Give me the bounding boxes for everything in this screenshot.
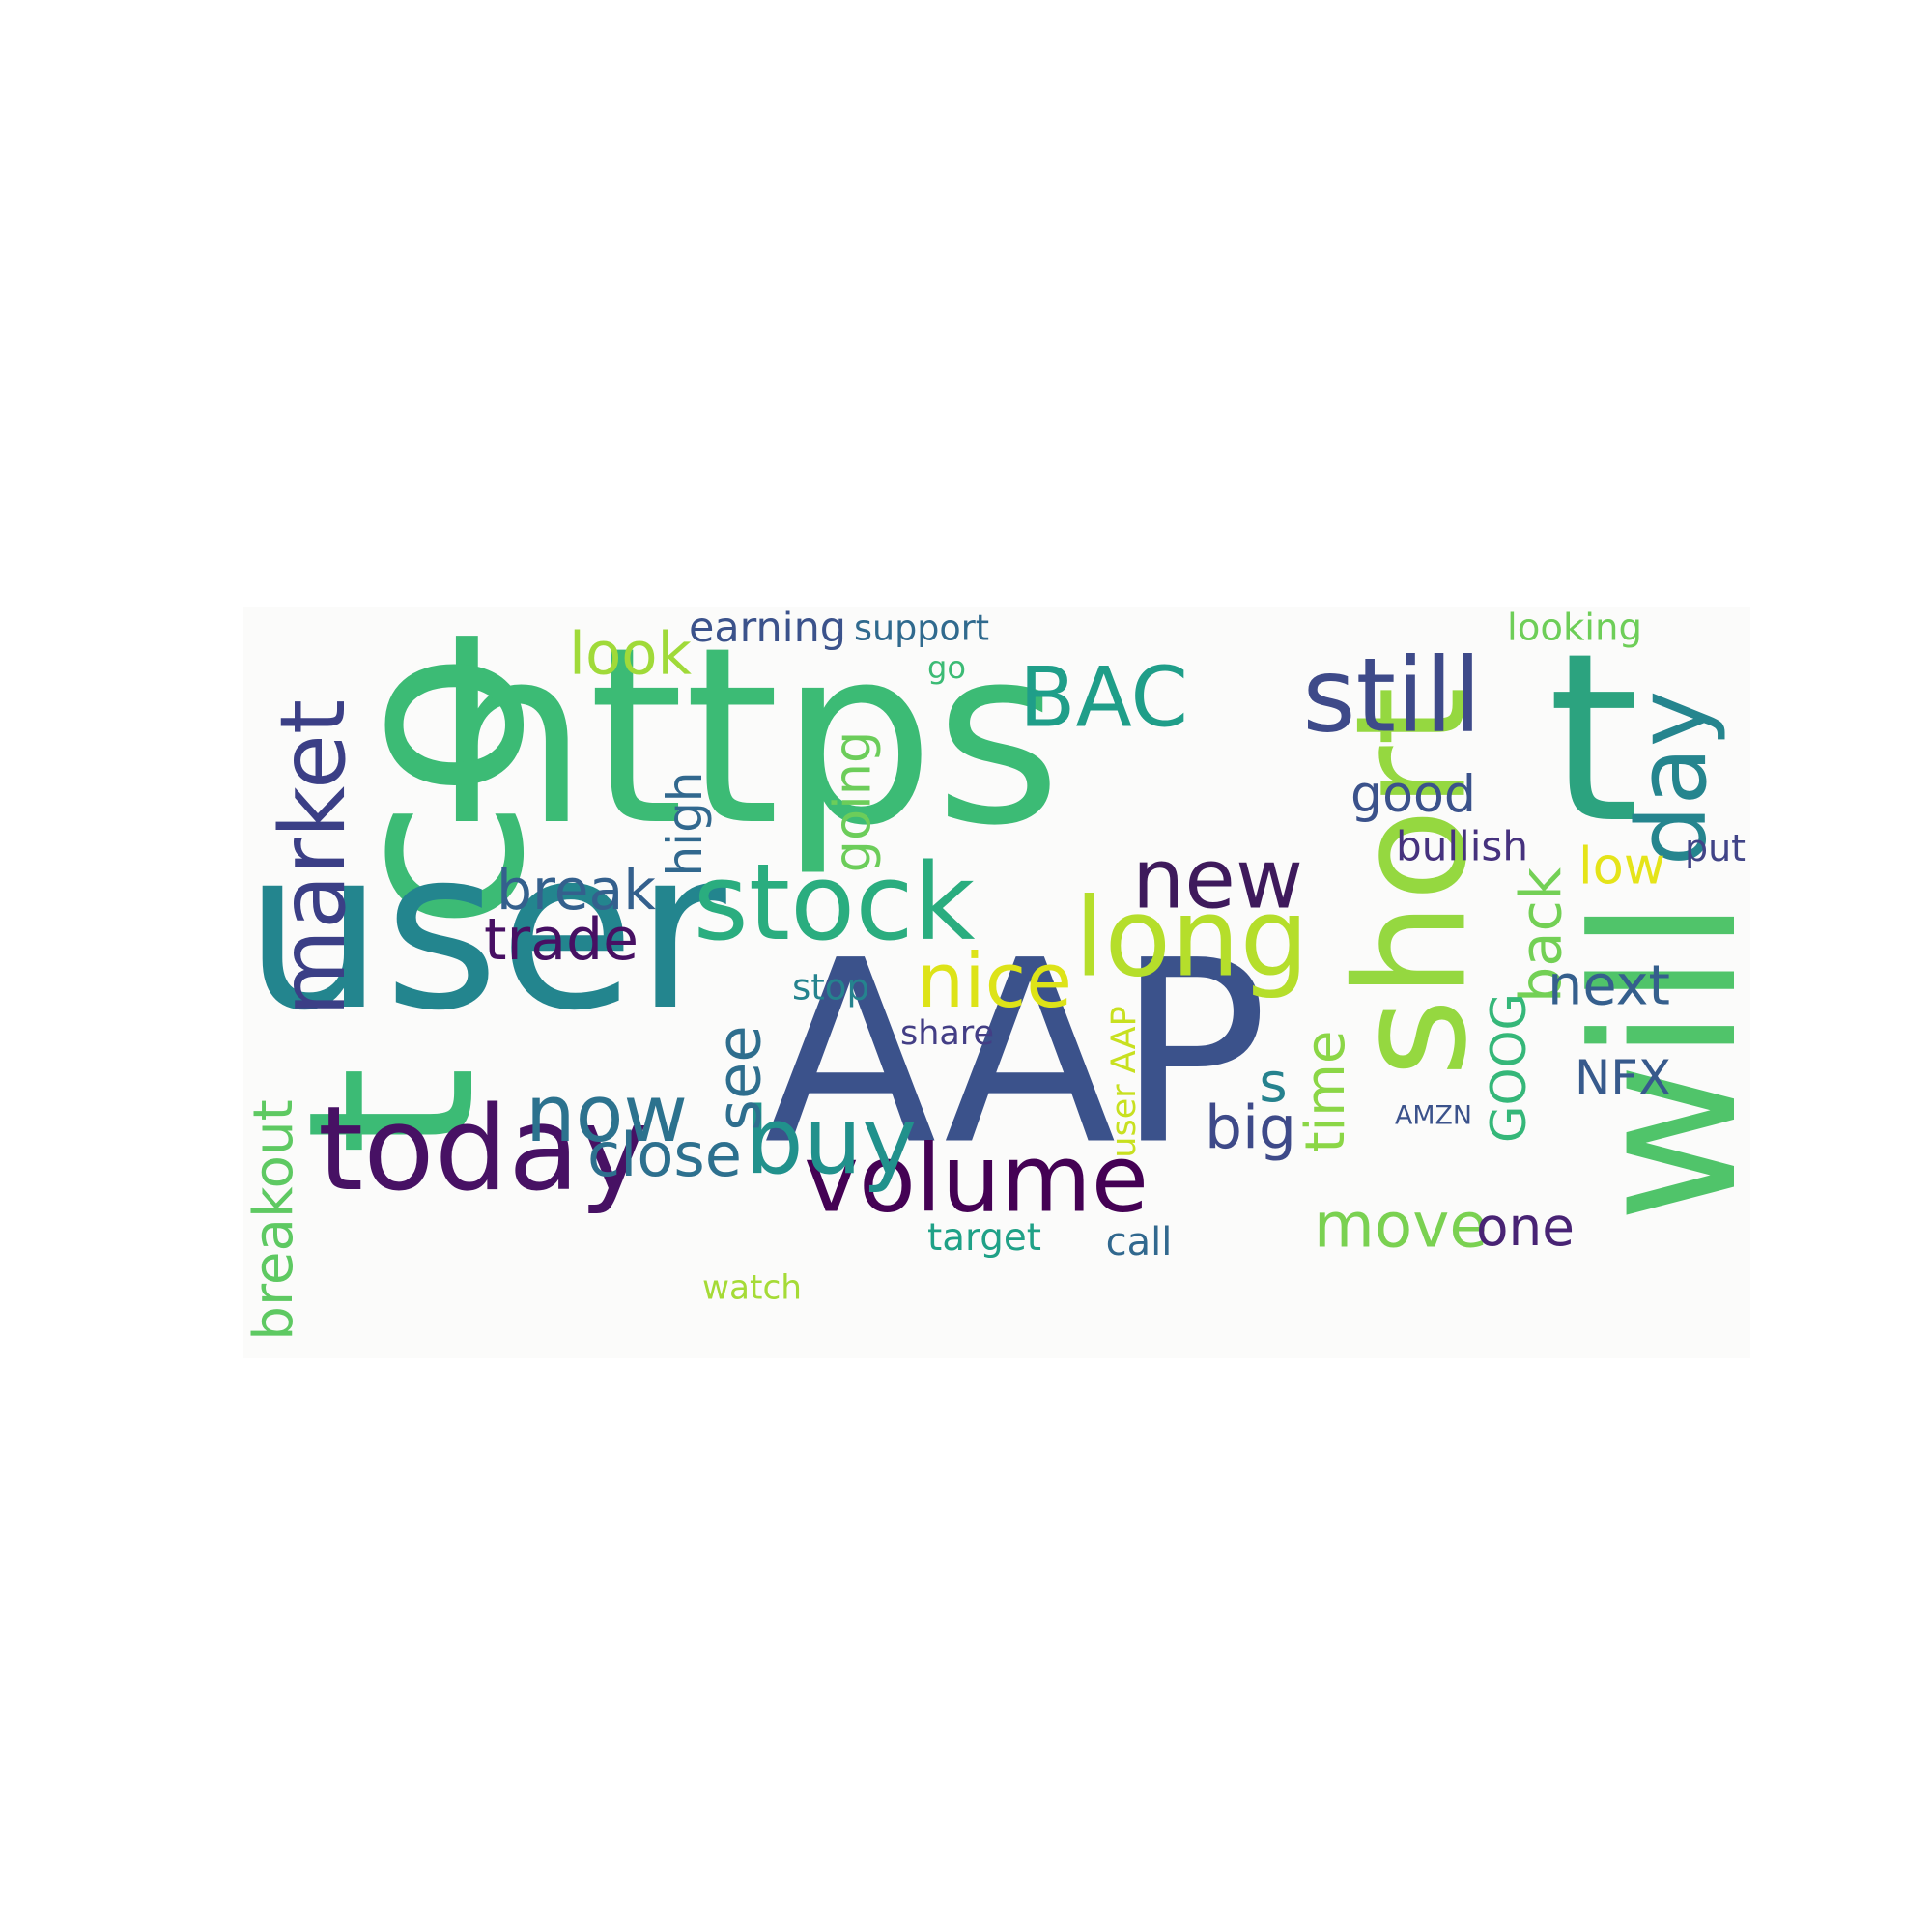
word-buy: buy [745, 1087, 917, 1195]
word-stop: stop [792, 967, 869, 1009]
word-trade: trade [484, 906, 639, 974]
word-put: put [1685, 827, 1746, 869]
word-market: market [261, 699, 365, 1016]
word-next: next [1548, 953, 1670, 1018]
word-bac: BAC [1019, 651, 1188, 747]
word-high: high [657, 771, 713, 876]
word-close: close [587, 1120, 742, 1190]
word-one: one [1476, 1196, 1575, 1258]
word-short: short [1324, 687, 1501, 1078]
word-new: new [1132, 833, 1303, 928]
word-goog: GOOG [1481, 993, 1537, 1143]
word-breakout: breakout [243, 1099, 305, 1340]
word-s: s [1259, 1052, 1287, 1115]
word-stock: stock [694, 840, 976, 964]
word-now: now [526, 1068, 688, 1160]
word-user-aap: user AAP [1105, 1006, 1144, 1157]
word-going: going [824, 731, 883, 873]
word-today: today [318, 1082, 648, 1217]
word-t: t [260, 1065, 526, 1155]
word-still: still [1302, 637, 1482, 756]
word-see: see [704, 1025, 775, 1130]
word-https: https [434, 607, 1062, 879]
word-support: support [854, 608, 989, 649]
word-co: co [297, 651, 578, 931]
word-time: time [1294, 1030, 1357, 1152]
word-go: go [927, 649, 966, 686]
word-back: back [1508, 867, 1575, 1003]
word-low: low [1578, 838, 1665, 896]
word-break: break [497, 857, 656, 923]
word-will: will [1552, 898, 1750, 1223]
word-watch: watch [702, 1269, 802, 1308]
word-move: move [1314, 1190, 1488, 1263]
word-user: user [243, 802, 726, 1060]
word-nice: nice [917, 938, 1072, 1025]
word-good: good [1350, 766, 1476, 824]
word-earning: earning [689, 607, 846, 652]
word-looking: looking [1507, 607, 1642, 650]
word-amzn: AMZN [1395, 1101, 1472, 1131]
word-call: call [1106, 1220, 1173, 1264]
word-big: big [1205, 1094, 1296, 1163]
word-look: look [569, 620, 693, 689]
word-day: day [1617, 691, 1728, 867]
word-nfx: NFX [1575, 1050, 1671, 1106]
word-target: target [927, 1216, 1041, 1260]
word-cloud-panel: https co t t user AAP short will today stock volum… [243, 607, 1750, 1358]
word-aap: AAP [764, 907, 1268, 1201]
word-bullish: bullish [1396, 823, 1528, 870]
word-long: long [1074, 875, 1309, 1002]
word-volume: volume [804, 1125, 1149, 1234]
word-share: share [900, 1014, 994, 1053]
word-t: t [1548, 607, 1639, 874]
